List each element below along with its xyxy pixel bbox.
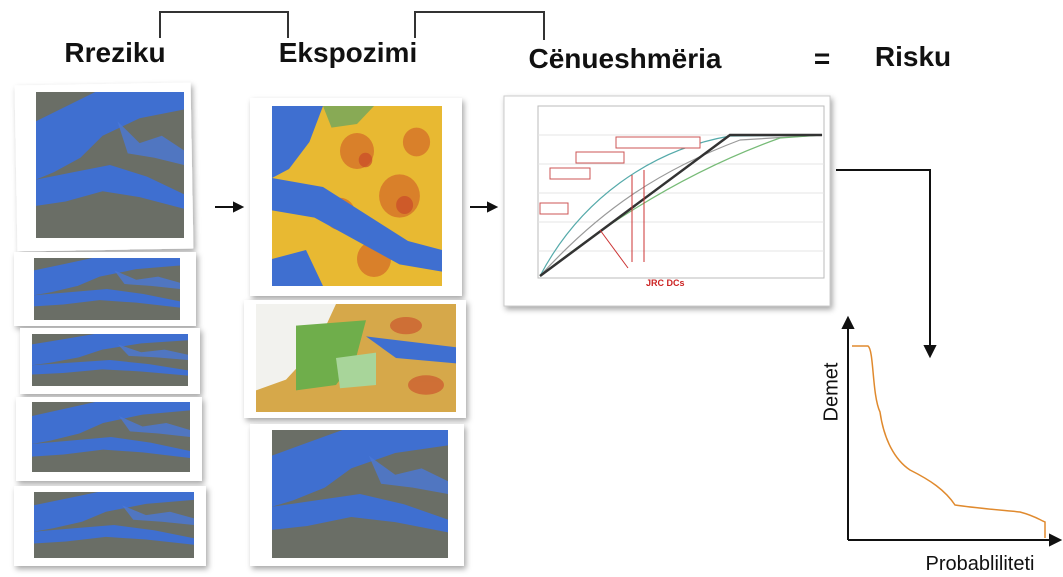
vulnerability-chart: JRC DCs: [504, 96, 830, 306]
header-risk: Risku: [875, 41, 951, 72]
diagram: Rreziku Ekspozimi Cënueshmëria = Risku: [0, 0, 1063, 577]
risk-chart: Demet Probabliliteti: [820, 318, 1060, 575]
header-exposure: Ekspozimi: [279, 37, 417, 68]
y-axis-label: Demet: [820, 362, 842, 421]
header-hazard: Rreziku: [64, 37, 165, 68]
header-vulnerability: Cënueshmëria: [529, 43, 722, 74]
exposure-maps: [244, 98, 466, 566]
x-axis-label: Probabliliteti: [926, 553, 1035, 575]
hazard-maps: [14, 82, 206, 566]
header-equals: =: [814, 43, 830, 74]
brackets: [160, 12, 544, 40]
annotation: JRC DCs: [646, 278, 685, 288]
